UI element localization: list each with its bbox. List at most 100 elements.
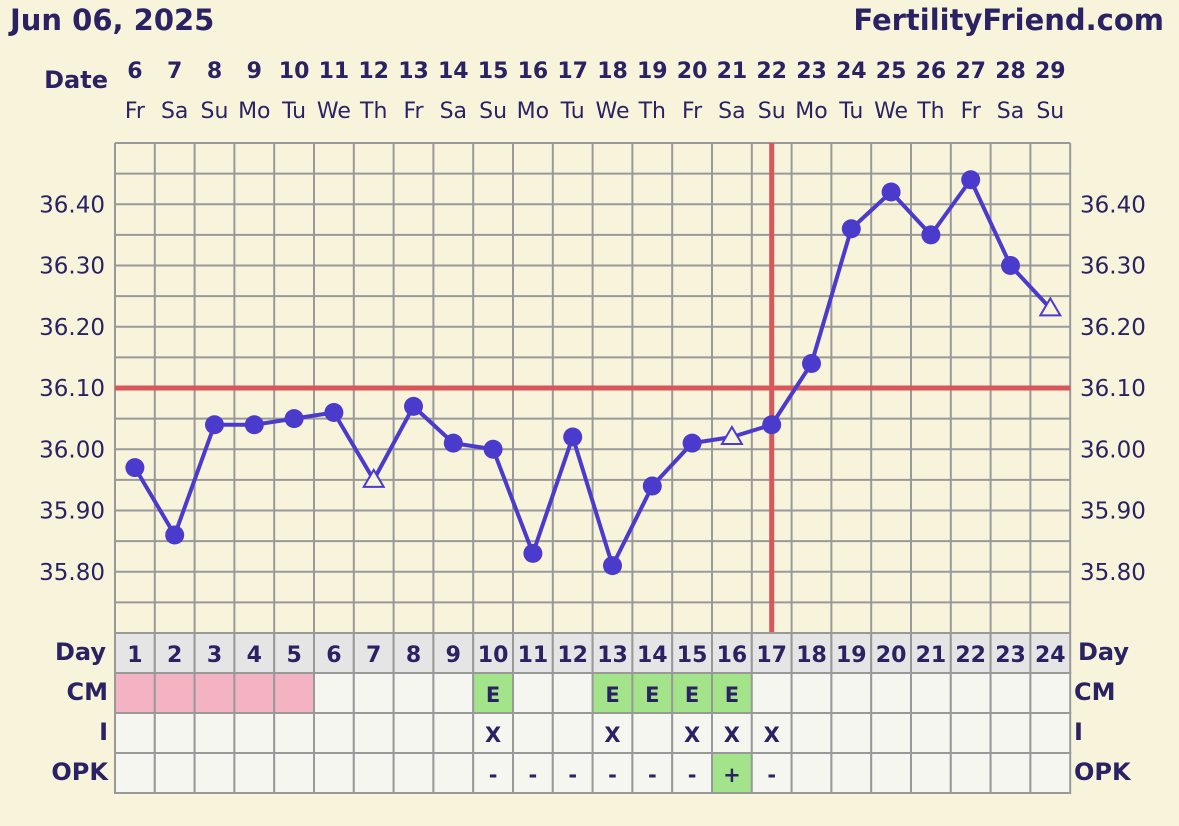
opk-cell — [949, 752, 992, 794]
opk-mark: - — [489, 763, 498, 787]
temperature-point — [921, 225, 941, 245]
intercourse-cell — [313, 712, 355, 754]
weekday-label: Sa — [997, 99, 1024, 124]
day-cell — [193, 632, 236, 674]
opk-cell — [193, 752, 236, 794]
weekday-label: Sa — [440, 99, 467, 124]
weekday-label: Sa — [161, 99, 188, 124]
weekday-label: Th — [359, 99, 387, 124]
intercourse-cell — [472, 712, 515, 754]
date-tick-label: 13 — [398, 59, 429, 84]
opk-cell — [631, 752, 674, 794]
cm-cell — [512, 672, 554, 714]
intercourse-cell — [193, 712, 236, 754]
date-tick-label: 14 — [438, 59, 469, 84]
cm-cell — [910, 672, 952, 714]
temperature-point — [443, 433, 463, 453]
opk-cell — [313, 752, 355, 794]
temperature-point — [125, 458, 145, 478]
cm-cell — [551, 672, 594, 714]
temperature-point — [603, 556, 622, 576]
cm-cell — [153, 672, 196, 714]
y-tick-label-left: 36.10 — [39, 376, 105, 402]
opk-cell — [432, 752, 475, 794]
temperature-point — [165, 525, 185, 545]
cm-cell — [432, 672, 475, 714]
date-tick-label: 15 — [478, 59, 509, 84]
cycle-day-label: 24 — [1035, 643, 1066, 668]
cycle-day-label: 5 — [286, 643, 301, 668]
cycle-day-label: 18 — [796, 643, 827, 668]
cycle-day-label: 3 — [207, 643, 222, 668]
opk-mark: - — [767, 763, 776, 787]
cm-mark: E — [725, 683, 739, 707]
y-tick-label-left: 36.00 — [39, 437, 105, 463]
temperature-point — [881, 182, 901, 202]
cycle-day-label: 22 — [955, 643, 986, 668]
opk-cell — [472, 752, 515, 794]
intercourse-cell — [551, 712, 594, 754]
date-tick-label: 23 — [796, 59, 827, 84]
cycle-day-label: 15 — [677, 643, 708, 668]
intercourse-cell — [790, 712, 833, 754]
opk-mark: - — [529, 763, 538, 787]
day-cell — [472, 632, 515, 674]
cycle-day-label: 1 — [127, 643, 142, 668]
y-tick-label-right: 35.80 — [1080, 560, 1146, 586]
intercourse-cell — [870, 712, 913, 754]
intercourse-cell — [910, 712, 952, 754]
cm-label-right: CM — [1074, 678, 1116, 706]
date-tick-label: 22 — [756, 59, 787, 84]
weekday-label: Fr — [125, 99, 146, 124]
day-cell — [273, 632, 316, 674]
day-cell — [551, 632, 594, 674]
y-tick-label-right: 36.30 — [1080, 254, 1146, 280]
weekday-label: Th — [638, 99, 666, 124]
opk-mark: + — [723, 763, 741, 787]
y-tick-label-left: 35.80 — [39, 560, 105, 586]
y-tick-label-right: 35.90 — [1080, 499, 1146, 525]
weekday-label: We — [317, 99, 351, 124]
y-tick-label-right: 36.10 — [1080, 376, 1146, 402]
intercourse-mark: X — [764, 723, 780, 747]
opk-mark: - — [608, 763, 617, 787]
intercourse-cell — [352, 712, 395, 754]
cm-cell — [989, 672, 1032, 714]
date-tick-label: 7 — [167, 59, 182, 84]
intercourse-mark: X — [684, 723, 700, 747]
cycle-day-label: 20 — [876, 643, 907, 668]
temperature-point — [841, 219, 861, 239]
opk-label-right: OPK — [1074, 758, 1132, 786]
opk-cell — [352, 752, 395, 794]
opk-cell — [233, 752, 276, 794]
intercourse-cell — [750, 712, 793, 754]
cm-cell — [949, 672, 992, 714]
temperature-point — [205, 415, 224, 435]
cm-cell — [750, 672, 793, 714]
opk-mark: - — [648, 763, 657, 787]
cm-cell — [790, 672, 833, 714]
cm-cell — [233, 672, 276, 714]
cm-cell — [1029, 672, 1072, 714]
day-label-right: Day — [1078, 638, 1129, 666]
y-tick-label-right: 36.00 — [1080, 437, 1146, 463]
cm-mark: E — [645, 683, 659, 707]
intercourse-mark: X — [604, 723, 620, 747]
cycle-day-label: 12 — [557, 643, 588, 668]
cycle-day-label: 10 — [478, 643, 509, 668]
weekday-label: Mo — [238, 99, 270, 124]
cycle-day-label: 13 — [597, 643, 628, 668]
cm-cell — [114, 672, 156, 714]
date-tick-label: 27 — [955, 59, 986, 84]
intercourse-cell — [949, 712, 992, 754]
intercourse-cell — [631, 712, 674, 754]
weekday-label: Tu — [838, 99, 863, 124]
date-tick-label: 19 — [637, 59, 668, 84]
date-tick-label: 20 — [677, 59, 708, 84]
opk-cell — [1029, 752, 1072, 794]
cycle-day-label: 11 — [518, 643, 549, 668]
opk-label-left: OPK — [51, 758, 109, 786]
intercourse-cell — [989, 712, 1032, 754]
cycle-day-label: 16 — [717, 643, 748, 668]
intercourse-cell — [830, 712, 873, 754]
